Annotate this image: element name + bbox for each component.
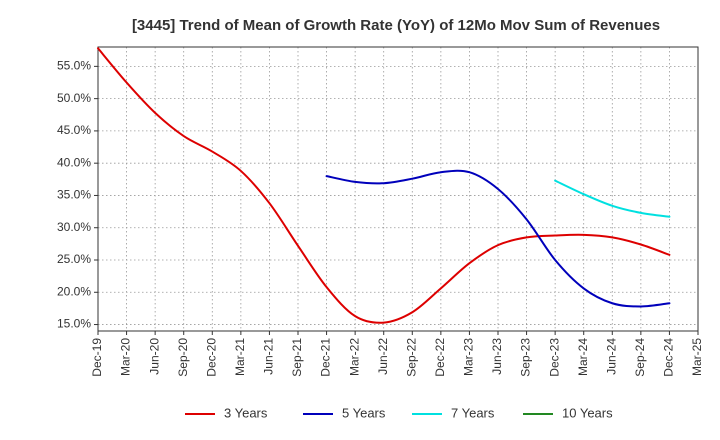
x-tick-label: Jun-24: [604, 338, 618, 375]
x-tick-label: Dec-19: [90, 338, 104, 377]
x-tick-label: Mar-20: [119, 338, 133, 376]
axis-layer: Dec-19 Mar-20 Jun-20 Sep-20 Dec-20 Mar-21 Jun-…: [57, 59, 704, 377]
series-line-7-years: [554, 179, 671, 218]
x-tick-label: Mar-25: [690, 338, 704, 376]
x-tick-label: Sep-22: [404, 338, 418, 377]
y-tick-label: 35.0%: [57, 188, 91, 202]
y-tick-label: 55.0%: [57, 59, 91, 73]
series-layer: [97, 47, 671, 324]
x-tick-label: Dec-21: [319, 338, 333, 377]
chart-title: [3445] Trend of Mean of Growth Rate (YoY…: [132, 17, 660, 34]
x-tick-label: Sep-23: [519, 338, 533, 377]
y-tick-label: 50.0%: [57, 91, 91, 105]
x-tick-label: Mar-23: [462, 338, 476, 376]
x-tick-label: Jun-20: [147, 338, 161, 375]
plot-frame: [97, 46, 699, 332]
x-tick-label: Sep-21: [290, 338, 304, 377]
legend-label-7-years: 7 Years: [451, 405, 495, 420]
y-tick-label: 20.0%: [57, 284, 91, 298]
y-tick-label: 45.0%: [57, 123, 91, 137]
y-tick-label: 30.0%: [57, 220, 91, 234]
x-tick-label: Mar-21: [233, 338, 247, 376]
x-tick-label: Jun-22: [376, 338, 390, 375]
series-line-5-years: [325, 169, 671, 308]
legend-label-10-years: 10 Years: [562, 405, 613, 420]
x-tick-label: Sep-20: [176, 338, 190, 377]
x-tick-label: Sep-24: [633, 338, 647, 377]
legend-label-5-years: 5 Years: [342, 405, 386, 420]
x-tick-label: Mar-22: [347, 338, 361, 376]
x-tick-label: Dec-23: [547, 338, 561, 377]
x-tick-label: Dec-24: [662, 338, 676, 377]
legend-label-3-years: 3 Years: [224, 405, 268, 420]
x-tick-label: Dec-20: [204, 338, 218, 377]
y-tick-label: 25.0%: [57, 252, 91, 266]
series-line-3-years: [97, 47, 671, 324]
grid-layer: [98, 47, 698, 331]
legend: 3 Years 5 Years 7 Years 10 Years: [185, 405, 613, 420]
x-tick-label: Mar-24: [576, 338, 590, 376]
x-tick-label: Jun-21: [262, 338, 276, 375]
x-tick-label: Jun-23: [490, 338, 504, 375]
y-tick-label: 40.0%: [57, 155, 91, 169]
y-tick-label: 15.0%: [57, 317, 91, 331]
x-tick-label: Dec-22: [433, 338, 447, 377]
